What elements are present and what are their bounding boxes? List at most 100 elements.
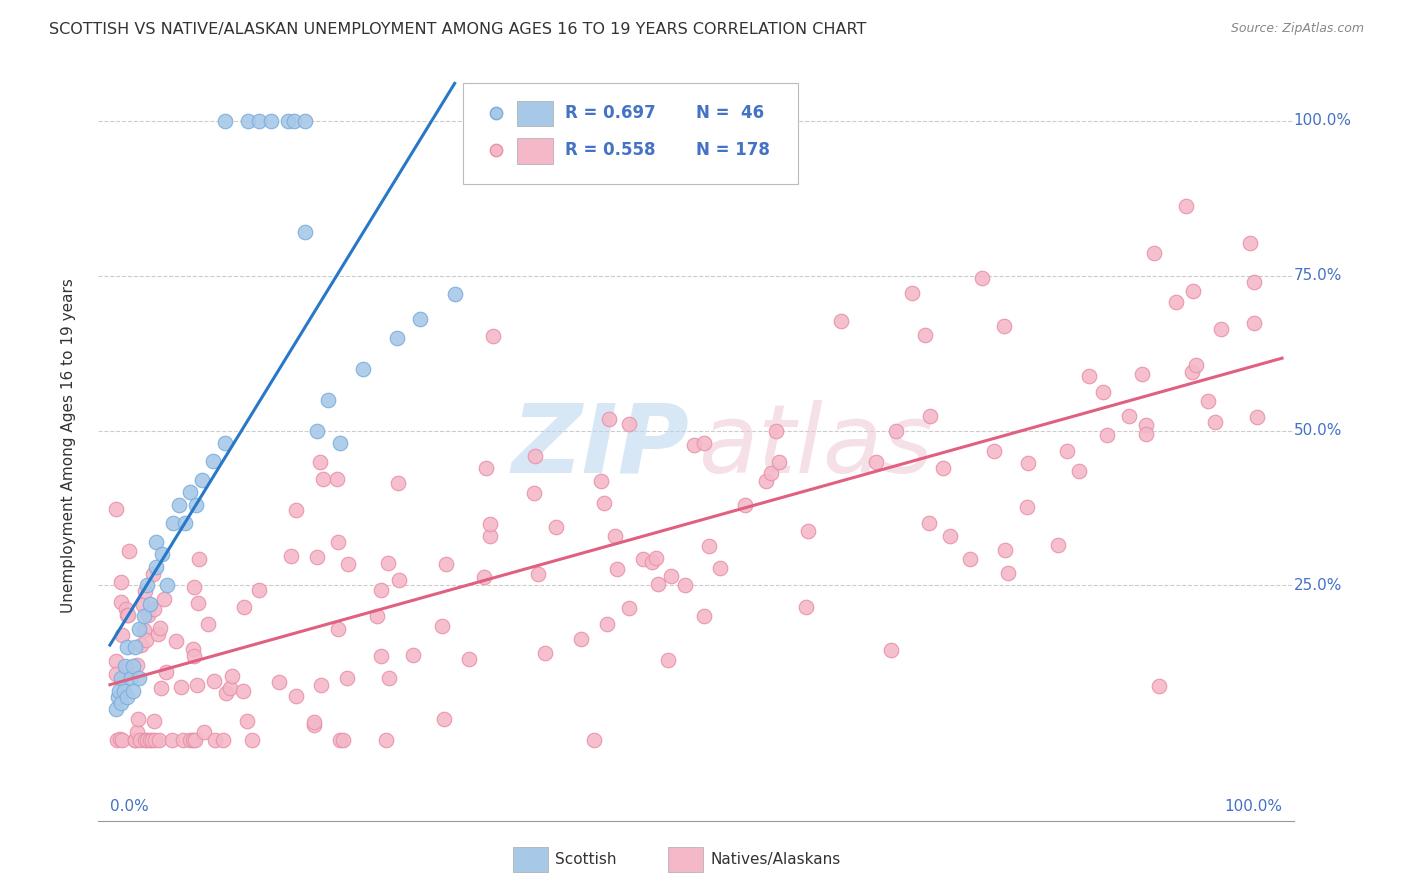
Point: [328, 623, 350, 637]
Point: [135, 578, 157, 592]
Point: [277, 114, 299, 128]
Point: [236, 714, 259, 728]
Text: SCOTTISH VS NATIVE/ALASKAN UNEMPLOYMENT AMONG AGES 16 TO 19 YEARS CORRELATION CH: SCOTTISH VS NATIVE/ALASKAN UNEMPLOYMENT …: [49, 22, 866, 37]
Point: [997, 566, 1019, 581]
Text: 25.0%: 25.0%: [1294, 578, 1341, 593]
Point: [233, 599, 256, 614]
Point: [641, 555, 664, 569]
Point: [329, 436, 352, 450]
Point: [135, 733, 157, 747]
Point: [673, 577, 696, 591]
Point: [142, 601, 165, 615]
Point: [127, 725, 149, 739]
Point: [132, 624, 155, 638]
Point: [759, 467, 782, 481]
Point: [983, 444, 1005, 458]
Point: [232, 684, 254, 698]
Point: [1246, 409, 1268, 424]
Point: [959, 551, 981, 566]
Point: [162, 516, 184, 531]
Point: [481, 148, 503, 162]
Point: [1135, 426, 1157, 441]
Point: [312, 472, 335, 486]
Point: [374, 733, 396, 747]
Point: [569, 632, 592, 647]
Point: [1204, 415, 1226, 429]
Point: [1164, 295, 1187, 310]
Point: [697, 539, 720, 553]
Text: Source: ZipAtlas.com: Source: ZipAtlas.com: [1230, 22, 1364, 36]
Point: [215, 686, 238, 700]
Point: [197, 617, 219, 632]
Point: [124, 640, 146, 655]
Point: [110, 671, 132, 685]
Point: [305, 424, 328, 438]
Point: [214, 114, 236, 128]
Point: [117, 662, 139, 676]
Point: [172, 733, 194, 747]
Text: N = 178: N = 178: [696, 141, 770, 159]
Point: [631, 552, 654, 566]
Text: atlas: atlas: [697, 400, 934, 492]
Point: [148, 733, 170, 747]
Text: R = 0.697: R = 0.697: [565, 103, 655, 121]
Point: [443, 287, 465, 301]
Point: [332, 733, 354, 747]
Point: [1243, 316, 1265, 330]
Point: [1092, 385, 1115, 400]
Point: [595, 617, 617, 632]
Point: [1182, 284, 1205, 298]
Point: [1181, 365, 1204, 379]
Point: [326, 535, 349, 549]
Point: [589, 475, 612, 489]
Point: [619, 417, 641, 432]
Point: [145, 535, 167, 549]
Point: [387, 475, 409, 490]
Point: [105, 666, 128, 681]
Point: [143, 733, 166, 747]
Point: [1056, 444, 1078, 458]
Point: [583, 733, 606, 747]
Text: Scottish: Scottish: [555, 853, 617, 867]
Point: [139, 597, 162, 611]
Point: [131, 598, 153, 612]
Point: [212, 733, 235, 747]
Point: [104, 702, 127, 716]
Point: [191, 473, 214, 487]
Point: [794, 599, 817, 614]
FancyBboxPatch shape: [517, 138, 553, 163]
Point: [336, 558, 359, 572]
Text: ZIP: ZIP: [512, 400, 689, 492]
Point: [155, 665, 177, 680]
Point: [145, 559, 167, 574]
Point: [593, 496, 616, 510]
Point: [1147, 679, 1170, 693]
Text: Unemployment Among Ages 16 to 19 years: Unemployment Among Ages 16 to 19 years: [60, 278, 76, 614]
Point: [115, 602, 138, 616]
Point: [1243, 275, 1265, 289]
Point: [173, 516, 195, 531]
FancyBboxPatch shape: [517, 101, 553, 126]
Point: [160, 733, 183, 747]
Point: [280, 549, 302, 563]
Point: [647, 577, 669, 591]
Point: [1184, 358, 1206, 372]
Point: [472, 570, 495, 584]
Point: [129, 638, 152, 652]
Point: [1135, 418, 1157, 433]
Point: [134, 583, 156, 598]
Point: [186, 678, 208, 692]
Point: [117, 608, 139, 623]
Point: [370, 583, 392, 598]
Point: [524, 449, 547, 463]
Point: [110, 595, 132, 609]
Point: [134, 609, 156, 624]
Point: [120, 671, 142, 685]
Point: [179, 733, 201, 747]
Point: [433, 712, 456, 726]
Point: [152, 591, 174, 606]
Point: [932, 461, 955, 475]
Point: [385, 331, 409, 345]
Point: [918, 409, 941, 424]
Point: [150, 547, 173, 561]
